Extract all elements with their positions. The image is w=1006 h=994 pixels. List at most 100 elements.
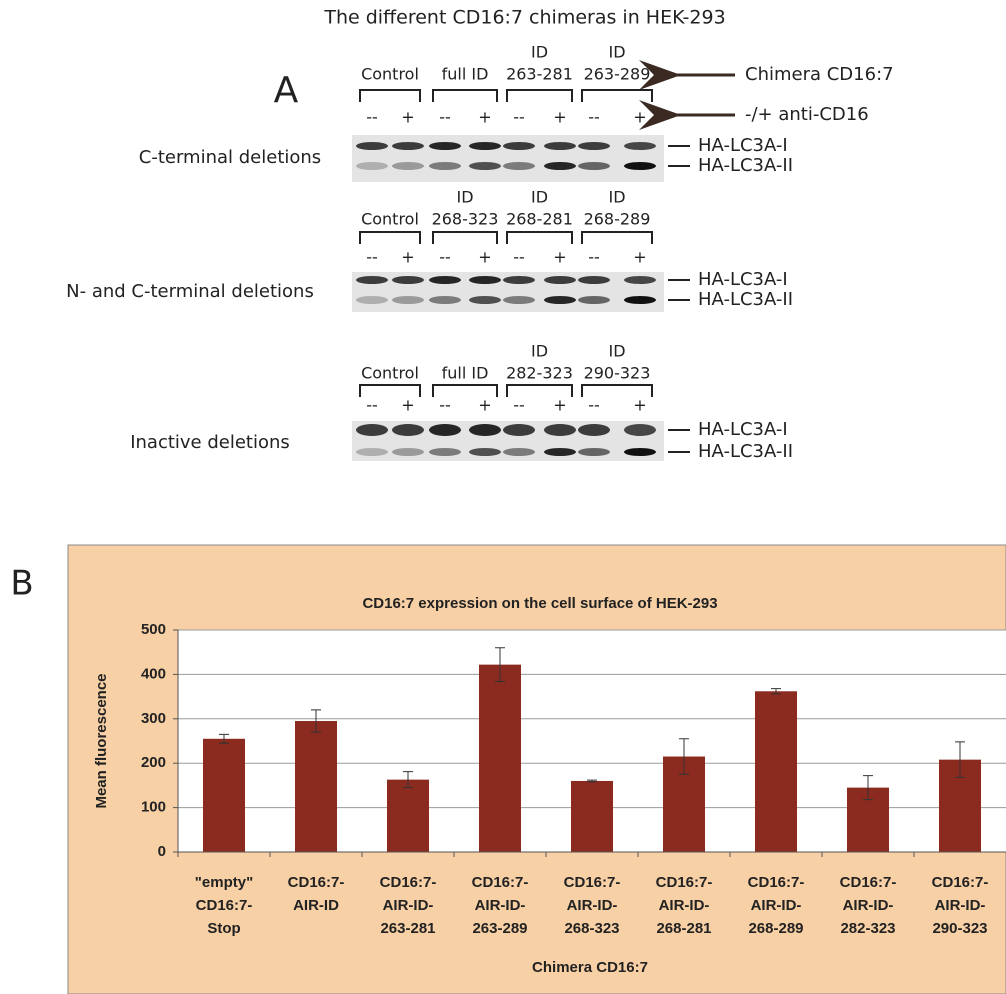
x-tick-label: AIR-ID bbox=[293, 897, 339, 914]
band bbox=[503, 142, 535, 150]
band bbox=[356, 448, 388, 456]
sign: -- bbox=[366, 108, 378, 127]
group-label: 268-281 bbox=[506, 210, 573, 229]
group-label: Control bbox=[361, 65, 419, 84]
bar bbox=[203, 739, 245, 852]
sign: -- bbox=[439, 396, 451, 415]
row-label: Inactive deletions bbox=[130, 432, 290, 453]
band bbox=[469, 162, 501, 170]
x-axis-label: Chimera CD16:7 bbox=[532, 959, 648, 976]
band-label: HA-LC3A-I bbox=[698, 419, 788, 440]
band bbox=[503, 162, 535, 170]
treatment-label: -/+ anti-CD16 bbox=[745, 104, 869, 125]
band bbox=[544, 142, 576, 150]
sign: -- bbox=[513, 248, 525, 267]
group-label: full ID bbox=[442, 65, 489, 84]
x-tick-label: 268-323 bbox=[564, 920, 619, 937]
group-label: ID bbox=[531, 43, 548, 62]
band bbox=[469, 448, 501, 456]
bracket bbox=[433, 232, 497, 244]
band bbox=[624, 448, 656, 456]
chimera-label: Chimera CD16:7 bbox=[745, 64, 894, 85]
band bbox=[429, 296, 461, 304]
sign: + bbox=[478, 108, 491, 127]
band bbox=[544, 424, 576, 436]
sign: -- bbox=[366, 396, 378, 415]
x-tick-label: CD16:7- bbox=[656, 874, 713, 891]
group-label: ID bbox=[531, 188, 548, 207]
group-label: Control bbox=[361, 210, 419, 229]
band bbox=[578, 142, 610, 150]
band bbox=[429, 142, 461, 150]
sign: + bbox=[478, 248, 491, 267]
sign: + bbox=[401, 396, 414, 415]
x-tick-label: CD16:7- bbox=[564, 874, 621, 891]
band-label: HA-LC3A-II bbox=[698, 289, 793, 310]
band bbox=[624, 276, 656, 284]
x-tick-label: 282-323 bbox=[840, 920, 895, 937]
band bbox=[503, 424, 535, 436]
x-tick-label: AIR-ID- bbox=[935, 897, 986, 914]
x-tick-label: AIR-ID- bbox=[659, 897, 710, 914]
x-tick-label: CD16:7- bbox=[840, 874, 897, 891]
band bbox=[624, 296, 656, 304]
x-tick-label: Stop bbox=[207, 920, 240, 937]
bracket bbox=[433, 90, 497, 102]
band bbox=[392, 162, 424, 170]
x-tick-label: AIR-ID- bbox=[567, 897, 618, 914]
band bbox=[392, 276, 424, 284]
band bbox=[544, 162, 576, 170]
x-tick-label: CD16:7- bbox=[288, 874, 345, 891]
x-tick-label: AIR-ID- bbox=[475, 897, 526, 914]
y-tick-label: 400 bbox=[141, 665, 166, 682]
sign: -- bbox=[588, 248, 600, 267]
x-tick-label: 268-281 bbox=[656, 920, 711, 937]
band bbox=[544, 276, 576, 284]
y-axis-label: Mean fluorescence bbox=[93, 673, 110, 808]
sign: -- bbox=[588, 108, 600, 127]
band bbox=[392, 448, 424, 456]
band bbox=[356, 276, 388, 284]
band-label: HA-LC3A-I bbox=[698, 135, 788, 156]
band bbox=[356, 142, 388, 150]
bracket bbox=[360, 232, 420, 244]
band bbox=[356, 162, 388, 170]
blot bbox=[352, 135, 664, 182]
y-tick-label: 200 bbox=[141, 754, 166, 771]
x-tick-label: "empty" bbox=[195, 874, 253, 891]
group-label: ID bbox=[608, 342, 625, 361]
band-label: HA-LC3A-II bbox=[698, 441, 793, 462]
band bbox=[392, 296, 424, 304]
band bbox=[392, 424, 424, 436]
band bbox=[624, 424, 656, 436]
bracket bbox=[582, 232, 652, 244]
band bbox=[578, 448, 610, 456]
sign: -- bbox=[366, 248, 378, 267]
band bbox=[578, 424, 610, 436]
band-label: HA-LC3A-II bbox=[698, 155, 793, 176]
x-tick-label: AIR-ID- bbox=[751, 897, 802, 914]
panel-label: A bbox=[274, 70, 299, 111]
band bbox=[392, 142, 424, 150]
x-tick-label: CD16:7- bbox=[748, 874, 805, 891]
y-tick-label: 100 bbox=[141, 799, 166, 816]
bar bbox=[479, 665, 521, 852]
sign: + bbox=[633, 108, 646, 127]
band bbox=[429, 448, 461, 456]
bracket bbox=[507, 90, 572, 102]
sign: -- bbox=[439, 108, 451, 127]
sign: + bbox=[553, 396, 566, 415]
band bbox=[469, 296, 501, 304]
group-label: ID bbox=[608, 43, 625, 62]
band bbox=[429, 276, 461, 284]
chart-title: CD16:7 expression on the cell surface of… bbox=[362, 595, 717, 612]
y-tick-label: 0 bbox=[158, 843, 166, 860]
bar bbox=[387, 780, 429, 852]
band bbox=[469, 142, 501, 150]
band bbox=[429, 424, 461, 436]
y-tick-label: 300 bbox=[141, 710, 166, 727]
group-label: 263-289 bbox=[584, 65, 651, 84]
band bbox=[544, 296, 576, 304]
band bbox=[578, 296, 610, 304]
y-tick-label: 500 bbox=[141, 621, 166, 638]
